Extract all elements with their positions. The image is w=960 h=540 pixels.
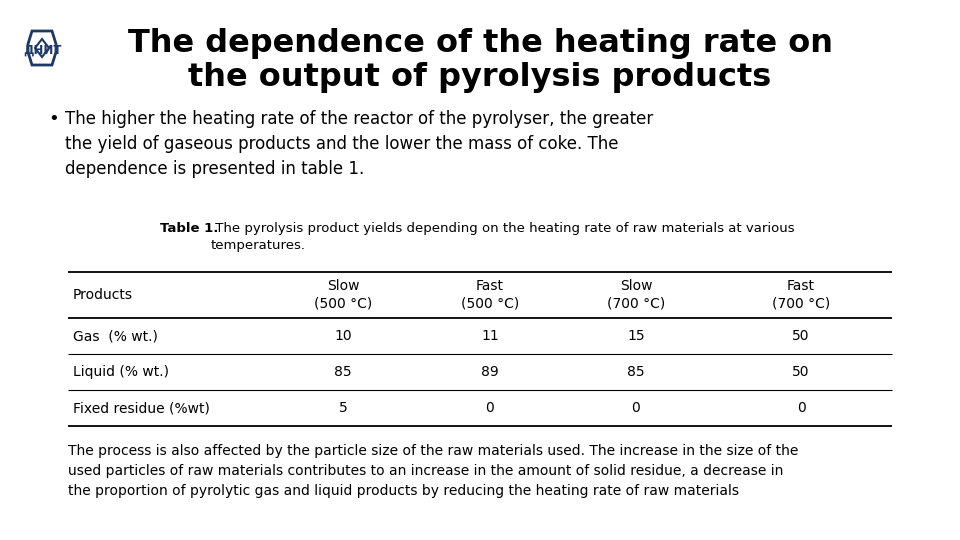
Text: 85: 85	[334, 365, 351, 379]
Text: the output of pyrolysis products: the output of pyrolysis products	[188, 62, 772, 93]
Text: 85: 85	[627, 365, 645, 379]
Text: 0: 0	[797, 401, 805, 415]
Text: The higher the heating rate of the reactor of the pyrolyser, the greater
the yie: The higher the heating rate of the react…	[65, 110, 653, 178]
Text: Fast
(500 °C): Fast (500 °C)	[461, 279, 519, 310]
Text: 11: 11	[481, 329, 499, 343]
Text: Table 1.: Table 1.	[160, 222, 218, 235]
Text: The process is also affected by the particle size of the raw materials used. The: The process is also affected by the part…	[68, 444, 799, 498]
Text: Liquid (% wt.): Liquid (% wt.)	[73, 365, 169, 379]
Text: The dependence of the heating rate on: The dependence of the heating rate on	[128, 28, 832, 59]
Text: 50: 50	[792, 329, 809, 343]
Text: Slow
(700 °C): Slow (700 °C)	[607, 279, 665, 310]
Text: 50: 50	[792, 365, 809, 379]
Text: Fixed residue (%wt): Fixed residue (%wt)	[73, 401, 210, 415]
Text: 5: 5	[339, 401, 348, 415]
Text: 0: 0	[632, 401, 640, 415]
Text: •: •	[48, 110, 59, 128]
Text: The pyrolysis product yields depending on the heating rate of raw materials at v: The pyrolysis product yields depending o…	[211, 222, 795, 253]
Text: Slow
(500 °C): Slow (500 °C)	[314, 279, 372, 310]
Text: ДНИТ: ДНИТ	[23, 44, 61, 57]
Text: Fast
(700 °C): Fast (700 °C)	[772, 279, 830, 310]
Text: 89: 89	[481, 365, 499, 379]
Text: Gas  (% wt.): Gas (% wt.)	[73, 329, 157, 343]
Text: 0: 0	[486, 401, 494, 415]
Text: Products: Products	[73, 288, 133, 302]
Text: 15: 15	[627, 329, 645, 343]
Text: 10: 10	[334, 329, 351, 343]
